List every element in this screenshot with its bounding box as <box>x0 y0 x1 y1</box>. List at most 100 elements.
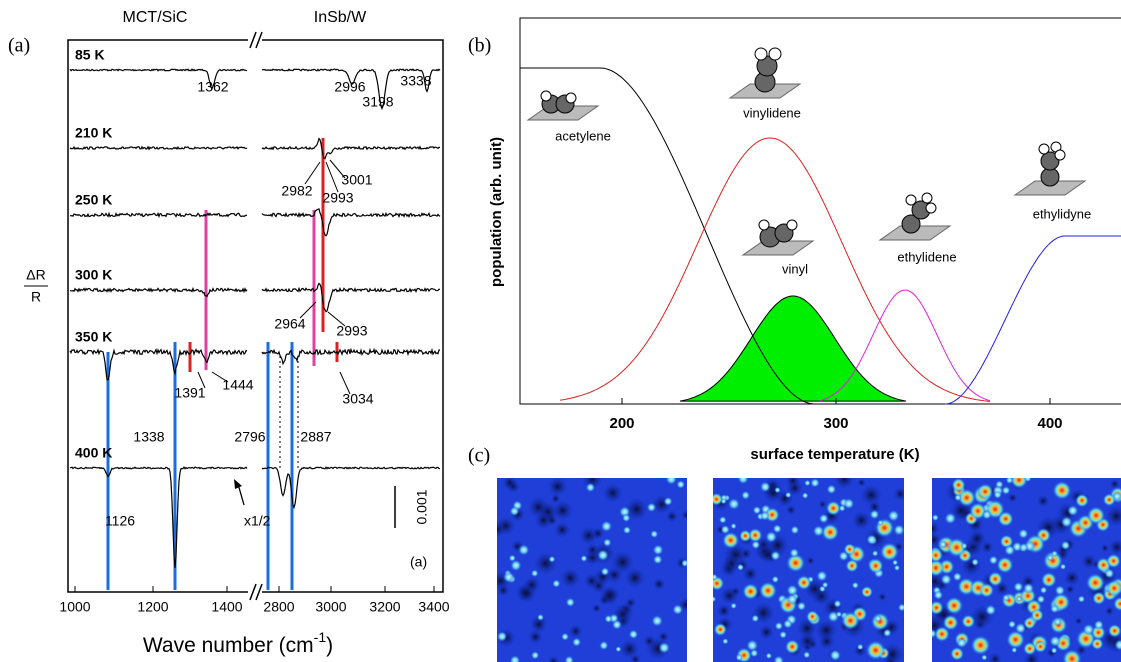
temperature-label: 400 K <box>75 445 112 461</box>
stm-dark <box>534 511 553 530</box>
species-label: ethylidene <box>897 249 956 264</box>
stm-dark <box>967 529 987 549</box>
atom <box>565 92 577 104</box>
stm-dark <box>1063 569 1081 587</box>
stm-spot <box>765 531 778 543</box>
stm-spot <box>829 649 842 662</box>
stm-dark <box>1036 494 1050 508</box>
stm-dark <box>833 478 855 490</box>
stm-spot <box>1106 553 1121 569</box>
stm-spot <box>727 498 740 510</box>
stm-spot <box>751 540 761 550</box>
stm-dark <box>806 556 815 565</box>
stm-spot <box>564 655 574 662</box>
vinylidene-curve <box>559 137 991 402</box>
stm-spot <box>893 524 904 536</box>
stm-spot <box>722 531 740 549</box>
stm-spot <box>651 615 664 627</box>
arrow-head <box>234 479 242 489</box>
panel-label: (b) <box>468 35 491 57</box>
stm-dark <box>1074 616 1083 625</box>
stm-dark <box>722 553 741 573</box>
atom <box>905 194 917 206</box>
temperature-label: 85 K <box>75 47 105 63</box>
stm-spot <box>1011 647 1018 654</box>
x-axis-label-part: ) <box>326 634 333 657</box>
stm-spot <box>615 646 622 653</box>
stm-spot <box>803 651 811 659</box>
stm-dark <box>497 516 516 536</box>
leader-line <box>327 311 346 327</box>
stm-dark <box>529 615 548 634</box>
panel-label: (a) <box>8 35 30 57</box>
stm-spot <box>786 553 806 573</box>
stm-spot <box>961 614 976 629</box>
stm-dark <box>1007 492 1018 503</box>
stm-dark <box>624 567 646 589</box>
stm-spot <box>789 548 800 558</box>
stm-image <box>497 478 687 662</box>
stm-spot <box>985 604 997 616</box>
species-label: vinyl <box>782 261 808 276</box>
stm-spot <box>1049 635 1061 647</box>
peak-label: 3198 <box>362 94 393 110</box>
stm-spot <box>790 525 800 535</box>
stm-spot <box>628 629 639 640</box>
stm-spot <box>1002 594 1010 602</box>
atom <box>754 47 768 61</box>
atom <box>925 202 937 214</box>
stm-spot <box>650 530 659 539</box>
stm-spot <box>1062 649 1082 662</box>
stm-dark <box>860 484 882 506</box>
stm-spot <box>993 490 1002 499</box>
temperature-label: 300 K <box>75 267 112 283</box>
stm-spot <box>971 558 979 566</box>
stm-spot <box>770 550 781 561</box>
x-axis-label: Wave number (cm-1) <box>143 629 333 657</box>
stm-dark <box>740 548 752 560</box>
x-tick-label: 1400 <box>211 599 242 615</box>
stm-dark <box>584 573 600 589</box>
stm-spot <box>997 510 1014 527</box>
stm-spot <box>597 549 609 562</box>
stm-spot <box>981 509 992 520</box>
stm-spot <box>949 646 965 661</box>
species-label: ethylidyne <box>1033 206 1092 221</box>
stm-spot <box>938 540 948 549</box>
stm-spot <box>585 482 596 493</box>
spectrum <box>261 282 441 313</box>
stm-spot <box>932 559 945 577</box>
stm-spot <box>1091 637 1104 651</box>
inner-label: (a) <box>410 554 427 570</box>
stm-spot <box>893 564 901 571</box>
stm-spot <box>1114 639 1121 651</box>
stm-spot <box>600 520 613 532</box>
stm-spot <box>1018 542 1029 553</box>
stm-spot <box>933 590 944 600</box>
stm-spot <box>867 557 884 574</box>
leader-line <box>197 371 206 389</box>
stm-spot <box>976 483 994 500</box>
x-tick-label: 3400 <box>418 599 449 615</box>
stm-spot <box>752 505 762 515</box>
atom <box>921 192 933 204</box>
stm-spot <box>718 516 727 524</box>
stm-spot <box>869 509 880 520</box>
stm-image <box>932 478 1121 662</box>
stm-spot <box>892 559 899 566</box>
stm-dark <box>818 499 828 509</box>
stm-spot <box>871 550 879 557</box>
stm-dark <box>598 585 620 606</box>
stm-spot <box>784 639 800 655</box>
stm-dark <box>758 624 774 640</box>
stm-spot <box>604 614 613 624</box>
stm-dark <box>546 515 558 526</box>
stm-spot <box>804 479 811 487</box>
stm-dark <box>552 500 574 521</box>
stm-spot <box>954 493 962 502</box>
stm-dark <box>981 540 994 554</box>
detector-label: InSb/W <box>314 9 367 26</box>
stm-spot <box>952 572 962 582</box>
stm-spot <box>565 597 576 608</box>
